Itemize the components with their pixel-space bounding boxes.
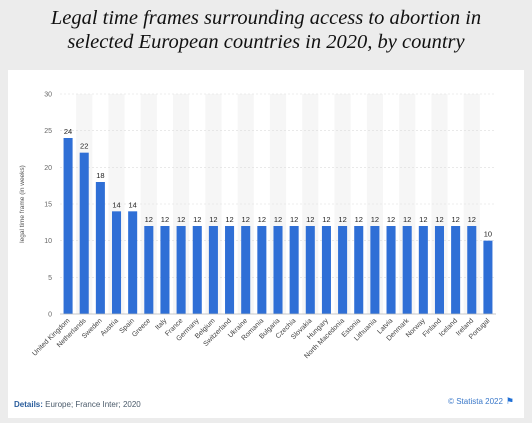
bar-germany bbox=[192, 226, 202, 314]
bar-ireland bbox=[467, 226, 477, 314]
data-label: 12 bbox=[451, 215, 459, 224]
data-label: 12 bbox=[177, 215, 185, 224]
data-label: 14 bbox=[128, 200, 136, 209]
data-label: 14 bbox=[112, 200, 120, 209]
data-label: 22 bbox=[80, 142, 88, 151]
data-label: 12 bbox=[371, 215, 379, 224]
bar-bulgaria bbox=[273, 226, 283, 314]
bar-austria bbox=[111, 211, 122, 314]
data-label: 12 bbox=[419, 215, 427, 224]
data-label: 12 bbox=[209, 215, 217, 224]
data-label: 12 bbox=[403, 215, 411, 224]
bar-greece bbox=[144, 226, 154, 314]
data-label: 12 bbox=[145, 215, 153, 224]
data-label: 12 bbox=[242, 215, 250, 224]
credit-text[interactable]: © Statista 2022 bbox=[448, 397, 503, 406]
data-label: 12 bbox=[258, 215, 266, 224]
bar-north-macedonia bbox=[338, 226, 348, 314]
y-axis-label: legal time frame (in weeks) bbox=[19, 165, 26, 243]
data-label: 18 bbox=[96, 171, 104, 180]
flag-icon[interactable]: ⚑ bbox=[505, 396, 514, 406]
data-label: 12 bbox=[355, 215, 363, 224]
bar-finland bbox=[434, 226, 445, 314]
y-tick-label: 5 bbox=[48, 275, 52, 282]
data-label: 12 bbox=[225, 215, 233, 224]
bar-slovakia bbox=[305, 226, 315, 314]
x-tick-label: Austria bbox=[100, 317, 120, 337]
bar-united-kingdom bbox=[63, 138, 73, 314]
bar-france bbox=[176, 226, 186, 314]
bar-ukraine bbox=[241, 226, 251, 314]
data-label: 12 bbox=[161, 215, 169, 224]
data-label: 12 bbox=[274, 215, 282, 224]
statista-credit[interactable]: © Statista 2022 ⚑ bbox=[448, 396, 514, 407]
data-label: 12 bbox=[387, 215, 395, 224]
bar-italy bbox=[160, 226, 170, 314]
data-label: 12 bbox=[193, 215, 201, 224]
bar-netherlands bbox=[79, 152, 89, 314]
data-label: 12 bbox=[306, 215, 314, 224]
details: Details: Europe; France Inter; 2020 bbox=[14, 400, 141, 409]
data-label: 12 bbox=[468, 215, 476, 224]
y-tick-label: 0 bbox=[48, 312, 52, 319]
chart-title-line-2: selected European countries in 2020, by … bbox=[67, 31, 465, 53]
y-tick-label: 20 bbox=[44, 165, 52, 172]
bar-latvia bbox=[386, 226, 396, 314]
bar-portugal bbox=[483, 240, 493, 314]
bar-hungary bbox=[321, 226, 331, 314]
chart-card: 0 5 10 15 20 25 30 legal time frame (in weeks) 2… bbox=[8, 70, 524, 418]
bar-belgium bbox=[208, 226, 218, 314]
data-label: 24 bbox=[64, 127, 72, 136]
y-tick-label: 10 bbox=[44, 238, 52, 245]
data-label: 12 bbox=[322, 215, 330, 224]
details-label: Details: bbox=[14, 400, 43, 409]
bar-estonia bbox=[354, 226, 364, 314]
data-label: 12 bbox=[435, 215, 443, 224]
bar-switzerland bbox=[225, 226, 235, 314]
bar-denmark bbox=[402, 226, 412, 314]
details-text: Europe; France Inter; 2020 bbox=[45, 400, 141, 409]
data-label: 12 bbox=[338, 215, 346, 224]
bar-chart: 0 5 10 15 20 25 30 legal time frame (in weeks) 2… bbox=[19, 92, 496, 360]
y-tick-label: 15 bbox=[44, 202, 52, 209]
data-label: 10 bbox=[484, 230, 492, 239]
bar-spain bbox=[128, 211, 138, 314]
bar-norway bbox=[418, 226, 428, 314]
bar-sweden bbox=[95, 182, 105, 314]
bar-lithuania bbox=[370, 226, 380, 314]
chart-title: Legal time frames surrounding access to … bbox=[0, 6, 532, 54]
data-label: 12 bbox=[290, 215, 298, 224]
y-tick-label: 25 bbox=[44, 128, 52, 135]
x-tick-label: Iceland bbox=[438, 317, 459, 338]
bar-iceland bbox=[451, 226, 461, 314]
bar-czechia bbox=[289, 226, 299, 314]
bar-romania bbox=[257, 226, 267, 314]
y-tick-label: 30 bbox=[44, 92, 52, 99]
chart-title-line-1: Legal time frames surrounding access to … bbox=[50, 7, 482, 29]
